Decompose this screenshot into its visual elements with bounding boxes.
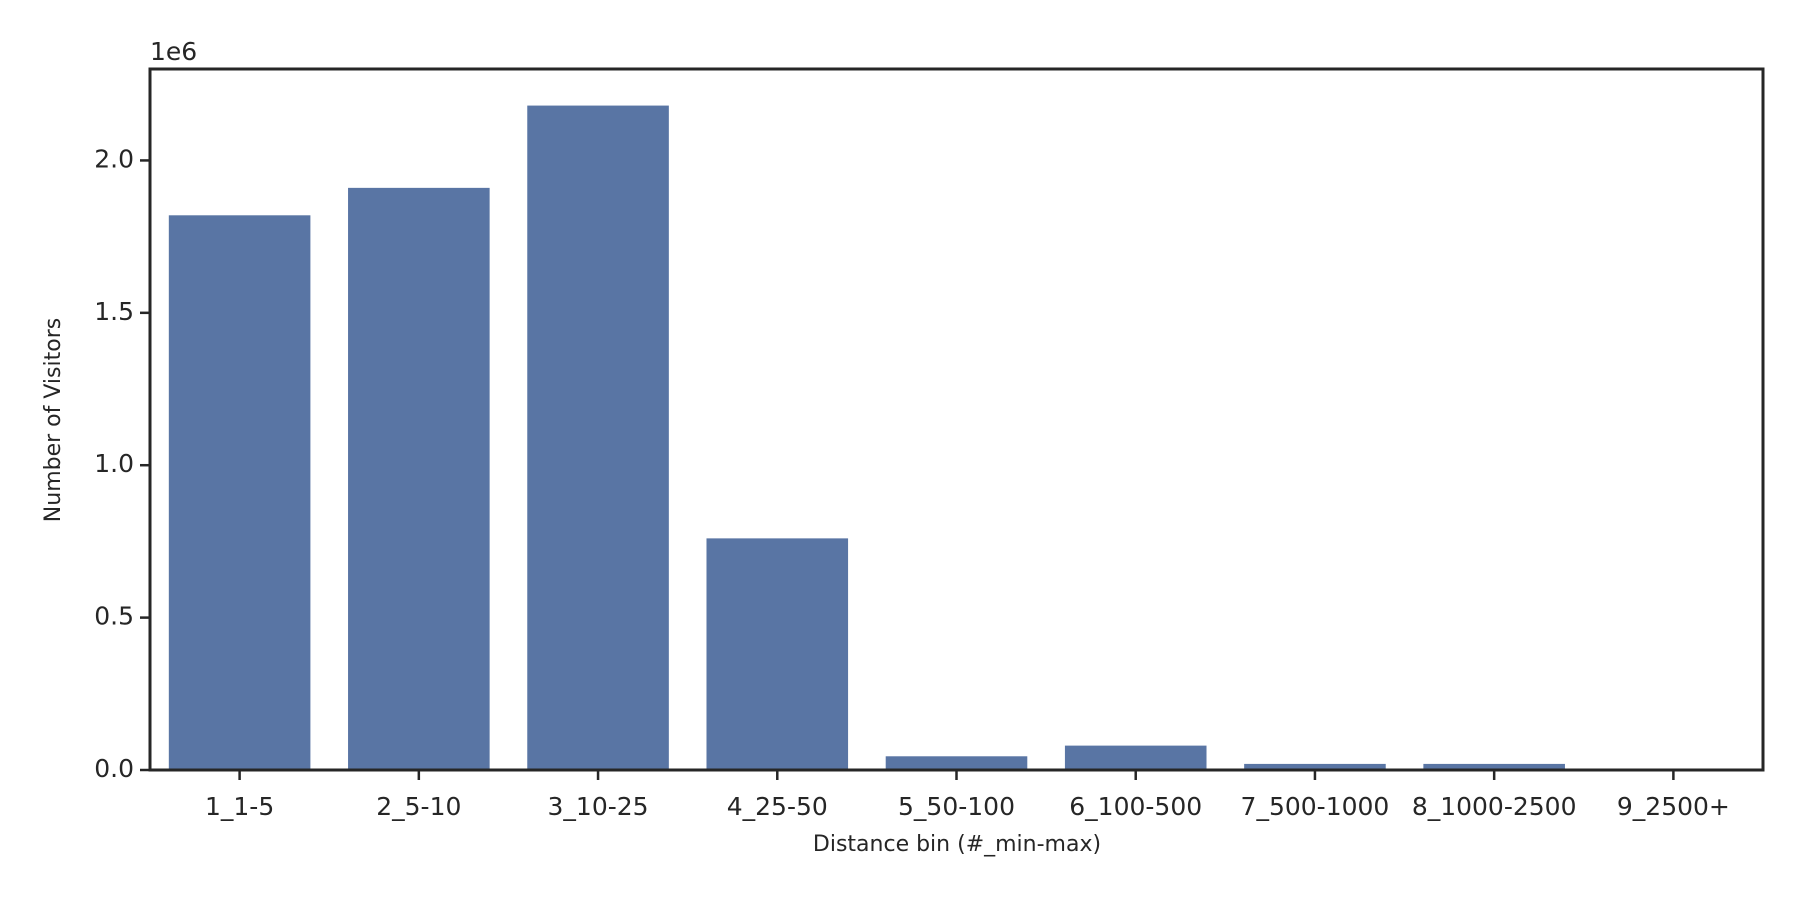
- y-offset-label: 1e6: [150, 37, 197, 66]
- bar: [706, 538, 849, 770]
- x-tick-label: 3_10-25: [548, 792, 649, 821]
- y-tick-label: 1.5: [94, 297, 134, 326]
- bar: [527, 105, 669, 770]
- y-axis-label: Number of Visitors: [41, 318, 66, 522]
- bar: [348, 187, 490, 770]
- bar: [1064, 745, 1207, 770]
- x-tick-label: 4_25-50: [727, 792, 828, 821]
- bar: [168, 215, 311, 770]
- bar: [885, 756, 1028, 770]
- plot-frame: [148, 67, 1765, 772]
- x-tick-label: 8_1000-2500: [1412, 792, 1577, 821]
- bar: [1423, 763, 1565, 770]
- x-axis-label: Distance bin (#_min-max): [813, 832, 1101, 857]
- y-tick-label: 0.0: [94, 754, 134, 783]
- x-tick-label: 2_5-10: [376, 792, 461, 821]
- x-tick-label: 1_1-5: [205, 792, 274, 821]
- y-tick-label: 1.0: [94, 449, 134, 478]
- bar: [1244, 763, 1386, 770]
- y-tick-label: 0.5: [94, 602, 134, 631]
- y-tick-label: 2.0: [94, 144, 134, 173]
- x-tick-label: 5_50-100: [898, 792, 1015, 821]
- x-tick-label: 7_500-1000: [1241, 792, 1390, 821]
- x-tick-label: 9_2500+: [1617, 792, 1730, 821]
- x-tick-label: 6_100-500: [1069, 792, 1202, 821]
